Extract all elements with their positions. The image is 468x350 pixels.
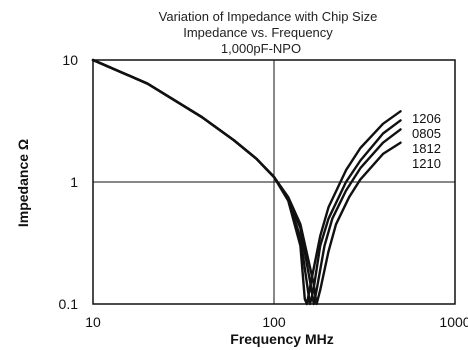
- y-tick-labels: 0.1 1 10: [59, 52, 79, 312]
- chart-title-line-3: 1,000pF-NPO: [221, 41, 301, 56]
- legend-label-1210: 1210: [412, 156, 441, 171]
- plot-frame: [92, 59, 456, 305]
- y-axis-label: Impedance Ω: [15, 139, 31, 227]
- y-tick-label: 0.1: [59, 296, 79, 312]
- y-tick-label: 1: [70, 174, 78, 190]
- legend-label-1812: 1812: [412, 141, 441, 156]
- x-tick-labels: 10 100 1000: [85, 314, 468, 330]
- x-axis-label: Frequency MHz: [230, 331, 333, 347]
- legend-label-0805: 0805: [412, 126, 441, 141]
- grid: [93, 60, 455, 304]
- series-line-1210: [91, 58, 402, 306]
- x-tick-label: 1000: [439, 314, 468, 330]
- chart-title-line-1: Variation of Impedance with Chip Size: [159, 9, 378, 24]
- chart-title-line-2: Impedance vs. Frequency: [183, 25, 333, 40]
- x-tick-label: 10: [85, 314, 101, 330]
- x-tick-label: 100: [262, 314, 286, 330]
- y-tick-label: 10: [62, 52, 78, 68]
- series-lines: [91, 58, 402, 306]
- legend-label-1206: 1206: [412, 111, 441, 126]
